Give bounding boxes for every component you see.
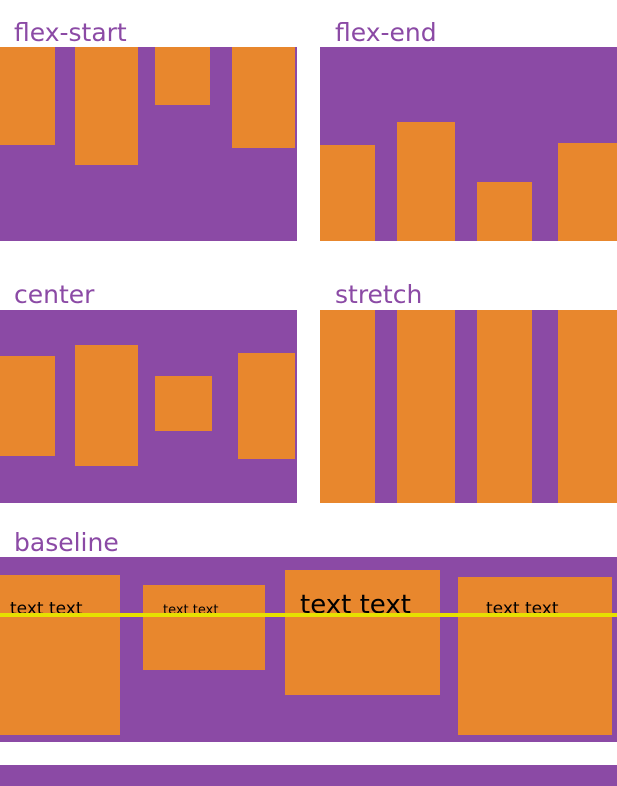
- flex-item: [320, 145, 375, 241]
- flex-item: text text: [285, 570, 440, 695]
- flex-item: [75, 47, 138, 165]
- flex-item: [155, 376, 212, 431]
- flex-item-text: text text: [10, 599, 83, 619]
- flex-item: [397, 310, 455, 503]
- panel-title-flex-end: flex-end: [335, 18, 437, 47]
- flex-item: text text: [143, 585, 265, 670]
- flex-item: text text: [0, 575, 120, 735]
- panel-title-baseline: baseline: [14, 528, 119, 557]
- flex-item: [397, 122, 455, 241]
- flex-item: [558, 143, 617, 241]
- next-panel-cropped: [0, 765, 617, 786]
- flex-item-text: text text: [300, 590, 411, 620]
- panel-title-flex-start: flex-start: [14, 18, 127, 47]
- flex-item: [0, 47, 55, 145]
- flex-item: text text: [458, 577, 612, 735]
- flex-item: [558, 310, 617, 503]
- flex-start-container: [0, 47, 297, 241]
- flex-end-container: [320, 47, 617, 241]
- flex-item: [232, 47, 295, 148]
- flex-item: [320, 310, 375, 503]
- panel-title-stretch: stretch: [335, 280, 423, 309]
- flex-item: [155, 47, 210, 105]
- baseline-container: text text text text text text text text: [0, 557, 617, 742]
- panel-title-center: center: [14, 280, 95, 309]
- flex-item: [75, 345, 138, 466]
- flex-item: [477, 182, 532, 241]
- baseline-indicator-line: [0, 613, 617, 617]
- flex-item: [477, 310, 532, 503]
- flex-item-text: text text: [486, 599, 559, 619]
- flex-item: [238, 353, 295, 459]
- center-container: [0, 310, 297, 503]
- flex-item: [0, 356, 55, 456]
- stretch-container: [320, 310, 617, 503]
